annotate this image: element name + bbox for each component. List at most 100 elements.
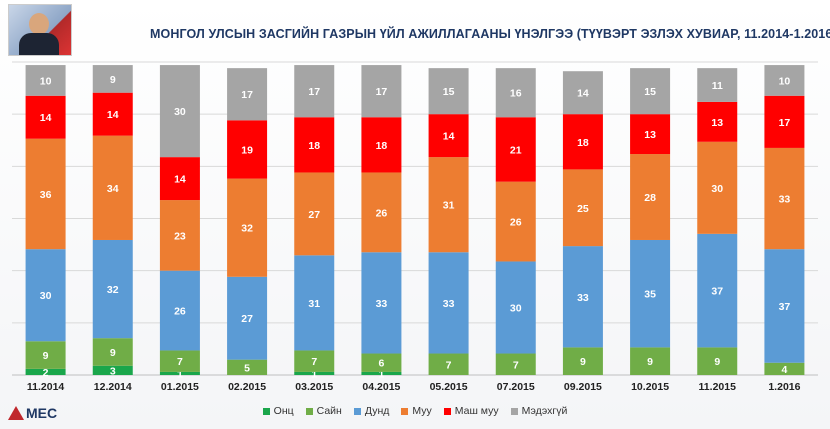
data-label: 17 <box>779 117 791 129</box>
data-label: 5 <box>244 362 250 374</box>
data-label: 23 <box>174 230 186 242</box>
bar-segment <box>92 135 133 240</box>
bar-segment <box>361 371 402 375</box>
data-label: 17 <box>241 89 253 101</box>
bar-segment <box>159 157 200 201</box>
data-label: 34 <box>107 183 119 195</box>
bar-segment <box>159 270 200 351</box>
bar-segment <box>630 239 671 348</box>
data-label: 31 <box>308 298 320 310</box>
bar-segment <box>361 252 402 354</box>
bar-segment <box>294 350 335 372</box>
data-label: 30 <box>174 106 186 118</box>
data-label: 26 <box>510 217 522 229</box>
bar-segment <box>227 68 268 121</box>
bar-segment <box>630 347 671 375</box>
bar-segment <box>294 172 335 256</box>
x-tick-label: 07.2015 <box>497 381 535 393</box>
portrait-suit <box>19 33 59 55</box>
legend-item: Сайн <box>305 405 342 417</box>
data-label: 14 <box>577 88 589 100</box>
legend-item: Муу <box>401 405 432 417</box>
x-tick-label: 05.2015 <box>430 381 468 393</box>
x-tick-label: 10.2015 <box>631 381 669 393</box>
legend-label: Муу <box>412 405 432 417</box>
bar-segment <box>25 341 66 369</box>
legend-label: Сайн <box>316 405 342 417</box>
data-label: 9 <box>43 350 49 362</box>
legend-swatch <box>262 407 270 415</box>
bar-segment <box>495 181 536 262</box>
bar-segment <box>428 252 469 354</box>
bar-segment <box>25 249 66 342</box>
data-label: 19 <box>241 144 253 156</box>
bar-segment <box>227 359 268 375</box>
bar-segment <box>294 117 335 173</box>
data-label: 37 <box>779 301 791 313</box>
data-label: 17 <box>308 86 320 98</box>
bar-segment <box>428 114 469 158</box>
data-label: 9 <box>714 356 720 368</box>
bar-segment <box>25 138 66 250</box>
bar-segment <box>159 200 200 271</box>
data-label: 9 <box>110 347 116 359</box>
legend-swatch <box>510 407 518 415</box>
legend-swatch <box>305 407 313 415</box>
bar-segment <box>697 101 738 142</box>
bar-segment <box>227 276 268 360</box>
data-label: 14 <box>443 131 455 143</box>
bar-segment <box>764 65 805 96</box>
data-label: 13 <box>644 129 656 141</box>
bar-segment <box>697 347 738 375</box>
bar-segment <box>495 353 536 375</box>
data-label: 27 <box>308 209 320 221</box>
bar-segment <box>92 65 133 93</box>
data-label: 31 <box>443 200 455 212</box>
data-label: 16 <box>510 88 522 100</box>
bar-segment <box>25 368 66 375</box>
bar-segment <box>294 371 335 375</box>
legend-item: Мэдэхгүй <box>510 405 568 417</box>
legend-label: Мэдэхгүй <box>521 405 568 417</box>
bar-segment <box>764 95 805 148</box>
data-label: 14 <box>107 109 119 121</box>
official-portrait <box>8 4 72 56</box>
data-label: 25 <box>577 203 589 215</box>
bar-segment <box>361 172 402 253</box>
bar-segment <box>361 65 402 118</box>
data-label: 10 <box>779 75 791 87</box>
data-label: 6 <box>378 358 384 370</box>
bar-segment <box>361 353 402 372</box>
data-label: 30 <box>40 290 52 302</box>
x-tick-label: 12.2014 <box>94 381 132 393</box>
x-tick-label: 01.2015 <box>161 381 199 393</box>
data-label: 33 <box>779 194 791 206</box>
data-label: 36 <box>40 189 52 201</box>
x-tick-label: 02.2015 <box>228 381 266 393</box>
bar-segment <box>764 362 805 375</box>
bar-segment <box>495 117 536 182</box>
portrait-head <box>29 13 49 35</box>
data-label: 26 <box>174 306 186 318</box>
bar-segment <box>227 178 268 277</box>
data-label: 17 <box>376 86 388 98</box>
data-label: 14 <box>40 112 52 124</box>
data-label: 18 <box>308 140 320 152</box>
chart-legend: Онц Сайн Дунд Муу Маш муу Мэдэхгүй <box>0 405 830 417</box>
bar-segment <box>92 338 133 366</box>
bar-segment <box>562 347 603 375</box>
legend-label: Онц <box>273 405 294 417</box>
bar-segment <box>92 365 133 375</box>
legend-label: Дунд <box>364 405 390 417</box>
data-label: 30 <box>711 183 723 195</box>
x-tick-label: 11.2015 <box>699 381 737 393</box>
data-label: 18 <box>376 140 388 152</box>
legend-item: Онц <box>262 405 294 417</box>
bar-segment <box>159 65 200 158</box>
bar-segment <box>697 68 738 102</box>
bar-segment <box>697 141 738 234</box>
logo-text: MEC <box>26 405 58 421</box>
data-label: 32 <box>241 223 253 235</box>
data-label: 1 <box>177 368 183 380</box>
